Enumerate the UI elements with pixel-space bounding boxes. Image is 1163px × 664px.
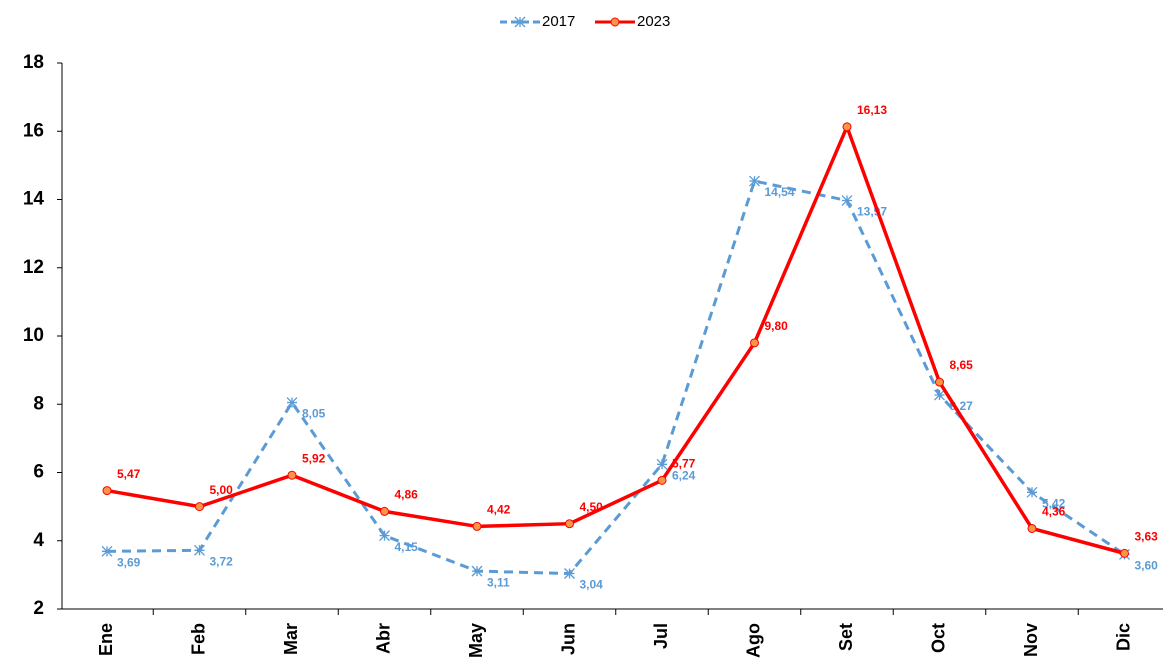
data-label: 3,63 [1135, 530, 1159, 544]
marker [656, 458, 668, 470]
data-label: 8,65 [950, 358, 974, 372]
marker [1120, 548, 1129, 558]
marker [101, 545, 113, 557]
x-tick-label: Oct [928, 623, 948, 653]
data-label: 4,50 [580, 500, 604, 514]
marker [380, 506, 389, 516]
marker [287, 470, 297, 480]
marker [1026, 486, 1038, 498]
marker [565, 519, 574, 529]
data-label: 4,42 [487, 503, 511, 517]
x-tick-label: Mar [281, 623, 301, 655]
y-tick-label: 16 [23, 120, 44, 141]
data-label: 3,69 [117, 556, 141, 570]
y-tick-label: 6 [33, 462, 44, 483]
x-tick-label: Set [836, 623, 856, 651]
legend-marker [610, 17, 620, 27]
legend-label: 2017 [542, 13, 575, 30]
marker [935, 377, 944, 387]
y-tick-label: 14 [23, 189, 45, 210]
y-tick-label: 4 [33, 530, 44, 551]
x-tick-label: Feb [188, 623, 208, 655]
data-label: 13,97 [857, 205, 887, 219]
data-label: 3,72 [210, 554, 234, 568]
y-tick-label: 18 [23, 52, 44, 73]
marker [564, 568, 575, 579]
marker [195, 502, 204, 512]
marker [657, 475, 667, 485]
data-label: 4,36 [1042, 505, 1066, 519]
marker [841, 195, 853, 206]
legend-label: 2023 [637, 13, 670, 30]
marker [102, 486, 112, 496]
data-label: 3,11 [487, 575, 510, 589]
data-label: 4,15 [395, 540, 419, 554]
marker [379, 530, 390, 542]
data-label: 3,04 [580, 578, 604, 592]
data-label: 6,24 [672, 468, 696, 482]
marker [842, 122, 852, 132]
line [106, 179, 1126, 576]
marker [194, 544, 205, 556]
data-label: 8,05 [302, 407, 326, 421]
data-label: 5,47 [117, 467, 141, 481]
x-tick-label: Abr [373, 623, 393, 654]
x-tick-label: Ene [96, 623, 116, 656]
marker [934, 389, 945, 401]
data-label: 5,42 [1042, 496, 1066, 510]
legend-marker [514, 16, 526, 28]
y-tick-label: 2 [33, 598, 44, 619]
marker [1027, 523, 1037, 533]
data-label: 5,92 [302, 451, 326, 465]
data-label: 4,86 [395, 488, 419, 502]
marker [750, 338, 759, 348]
marker [286, 397, 298, 409]
data-label: 3,60 [1135, 559, 1159, 573]
y-tick-label: 12 [23, 257, 44, 278]
data-label: 5,77 [672, 457, 696, 471]
marker [749, 175, 760, 187]
line [106, 122, 1125, 556]
data-label: 5,00 [210, 483, 234, 497]
data-label: 9,80 [765, 319, 789, 333]
x-tick-label: Nov [1021, 623, 1041, 657]
x-tick-label: Ago [743, 623, 763, 658]
x-tick-label: May [466, 623, 486, 658]
data-label: 14,54 [765, 185, 795, 199]
y-tick-label: 8 [33, 393, 44, 414]
x-tick-label: Jul [651, 623, 671, 649]
marker [472, 521, 482, 531]
data-label: 16,13 [857, 103, 887, 117]
x-tick-label: Jun [558, 623, 578, 655]
marker [471, 565, 483, 577]
y-tick-label: 10 [23, 325, 44, 346]
series: 3,69 3,72 8,05 4,15 3,11 3,04 6,24 14,54 13,97 8,… [101, 175, 1159, 592]
series: 5,47 5,00 5,92 4,86 4,42 4,50 5,77 9,80 16,13 8,6… [102, 103, 1159, 558]
x-tick-label: Dic [1113, 623, 1133, 651]
